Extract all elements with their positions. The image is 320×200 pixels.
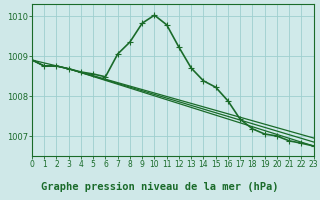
Text: Graphe pression niveau de la mer (hPa): Graphe pression niveau de la mer (hPa) <box>41 182 279 192</box>
